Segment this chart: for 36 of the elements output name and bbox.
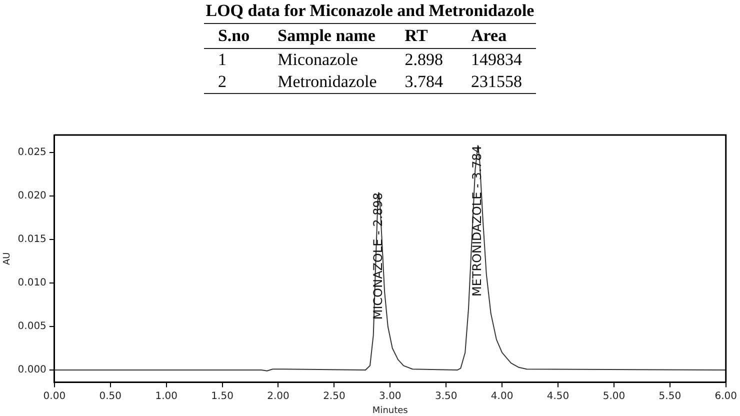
y-tick-label: 0.025 (18, 147, 46, 158)
x-tick-label: 2.00 (267, 390, 290, 402)
text: 2.898 (404, 49, 444, 71)
text: LOQ data for Miconazole and Metronidazole (204, 0, 536, 21)
y-tick-label: 0.020 (18, 190, 46, 202)
y-axis-title: AU (2, 252, 13, 265)
y-tick-label: 0.010 (18, 278, 46, 289)
text: Metronidazole (276, 71, 378, 93)
text: 231558 (470, 71, 524, 93)
x-tick-label: 6.00 (714, 390, 737, 402)
text: 1 (216, 49, 228, 71)
annotation: METRONIDAZOLE - 3.784 (470, 145, 484, 297)
category-label: S.no (204, 24, 264, 48)
x-tick-label: 1.50 (211, 390, 234, 402)
annotation: MICONAZOLE - 2.898 (370, 192, 385, 320)
x-tick-label: 5.50 (658, 390, 682, 402)
category-label: RT (390, 24, 458, 48)
category-label: Area (457, 24, 536, 48)
text: 2 (216, 71, 228, 93)
x-tick-label: 3.50 (434, 390, 458, 402)
x-tick-label: 2.50 (323, 390, 346, 402)
y-tick-label: 0.000 (18, 364, 46, 376)
x-tick-label: 3.00 (379, 390, 402, 402)
x-tick-label: 4.00 (490, 390, 514, 402)
x-tick-label: 5.00 (602, 390, 626, 402)
x-tick-label: 0.50 (99, 390, 122, 402)
x-tick-label: 1.00 (155, 390, 178, 402)
y-tick-label: 0.015 (18, 234, 46, 246)
text: 149834 (470, 49, 524, 71)
y-tick-label: 0.005 (18, 321, 46, 332)
x-axis-title: Minutes (372, 406, 408, 416)
category-label: Sample name (264, 24, 391, 48)
text: 3.784 (404, 71, 444, 93)
x-tick-label: 0.00 (43, 390, 66, 402)
x-tick-label: 4.50 (546, 390, 570, 402)
text: Miconazole (276, 49, 359, 71)
